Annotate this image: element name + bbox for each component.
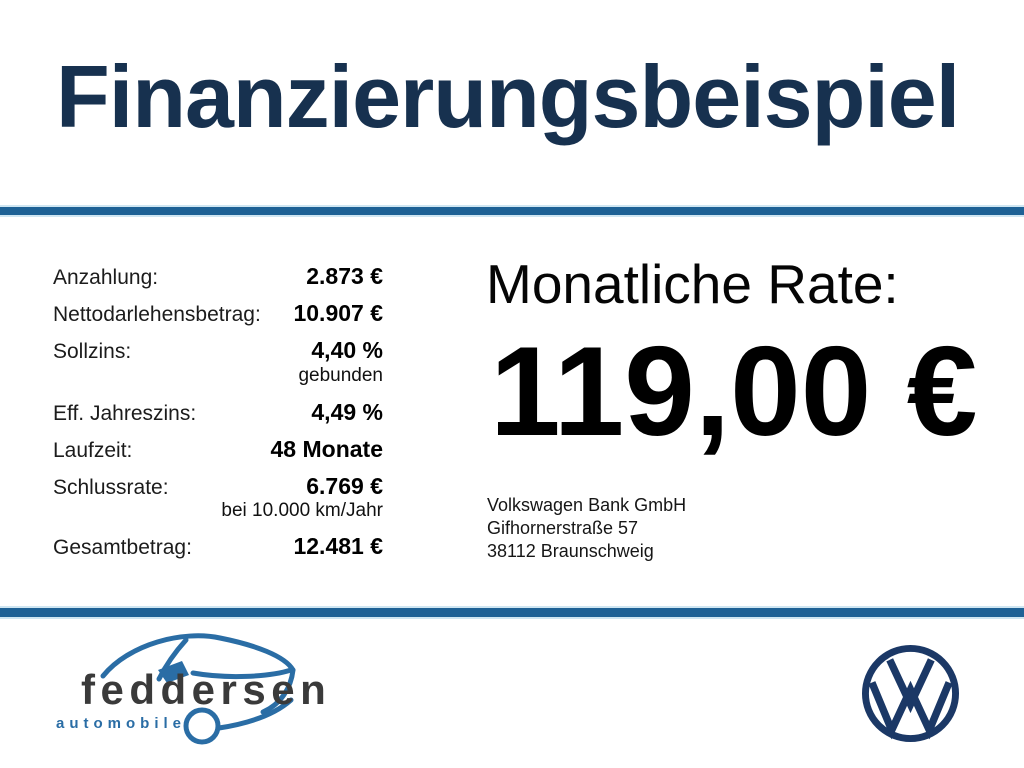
finance-value: 10.907 € <box>293 300 383 326</box>
dealer-logo: feddersen automobile <box>56 633 331 745</box>
finance-label: Laufzeit: <box>53 439 133 462</box>
finance-value: 4,40 % <box>311 337 383 363</box>
finance-value: 2.873 € <box>306 263 383 289</box>
bank-address: Volkswagen Bank GmbH Gifhornerstraße 57 … <box>487 494 686 563</box>
monthly-rate-label: Monatliche Rate: <box>486 253 899 315</box>
finance-label: Anzahlung: <box>53 266 159 289</box>
finance-note-gebunden: gebunden <box>298 365 383 386</box>
top-divider-rule <box>0 207 1024 215</box>
finance-row-eff-jahreszins: Eff. Jahreszins: 4,49 % <box>53 399 383 427</box>
finance-row-sollzins: Sollzins: 4,40 % <box>53 337 383 365</box>
finance-label: Gesamtbetrag: <box>53 536 192 559</box>
finance-label: Schlussrate: <box>53 476 169 499</box>
finance-label: Nettodarlehensbetrag: <box>53 303 261 326</box>
finance-value: 6.769 € <box>306 473 383 499</box>
monthly-rate-value: 119,00 € <box>490 320 978 462</box>
bottom-divider-rule <box>0 608 1024 617</box>
finance-label: Eff. Jahreszins: <box>53 402 197 425</box>
finance-row-anzahlung: Anzahlung: 2.873 € <box>53 263 383 291</box>
bank-address-line: Gifhornerstraße 57 <box>487 518 639 538</box>
dealer-name: feddersen <box>81 666 331 713</box>
finance-value: 4,49 % <box>311 399 383 425</box>
finance-value: 48 Monate <box>270 436 383 462</box>
bank-address-line: 38112 Braunschweig <box>487 541 654 561</box>
finance-row-schlussrate: Schlussrate: 6.769 € <box>53 473 383 501</box>
finance-row-gesamtbetrag: Gesamtbetrag: 12.481 € <box>53 533 383 561</box>
volkswagen-logo-icon <box>861 644 960 743</box>
finance-value: 12.481 € <box>293 533 383 559</box>
finance-row-laufzeit: Laufzeit: 48 Monate <box>53 436 383 464</box>
finance-details-table: Anzahlung: 2.873 € Nettodarlehensbetrag:… <box>53 0 383 600</box>
finance-note-kilometer: bei 10.000 km/Jahr <box>221 500 383 521</box>
bank-address-line: Volkswagen Bank GmbH <box>487 495 687 515</box>
dealer-subtitle: automobile <box>56 715 186 732</box>
page-title: Finanzierungsbeispiel <box>56 47 960 146</box>
finance-row-nettodarlehensbetrag: Nettodarlehensbetrag: 10.907 € <box>53 300 383 328</box>
finance-label: Sollzins: <box>53 340 132 363</box>
car-sketch-icon <box>100 633 296 745</box>
